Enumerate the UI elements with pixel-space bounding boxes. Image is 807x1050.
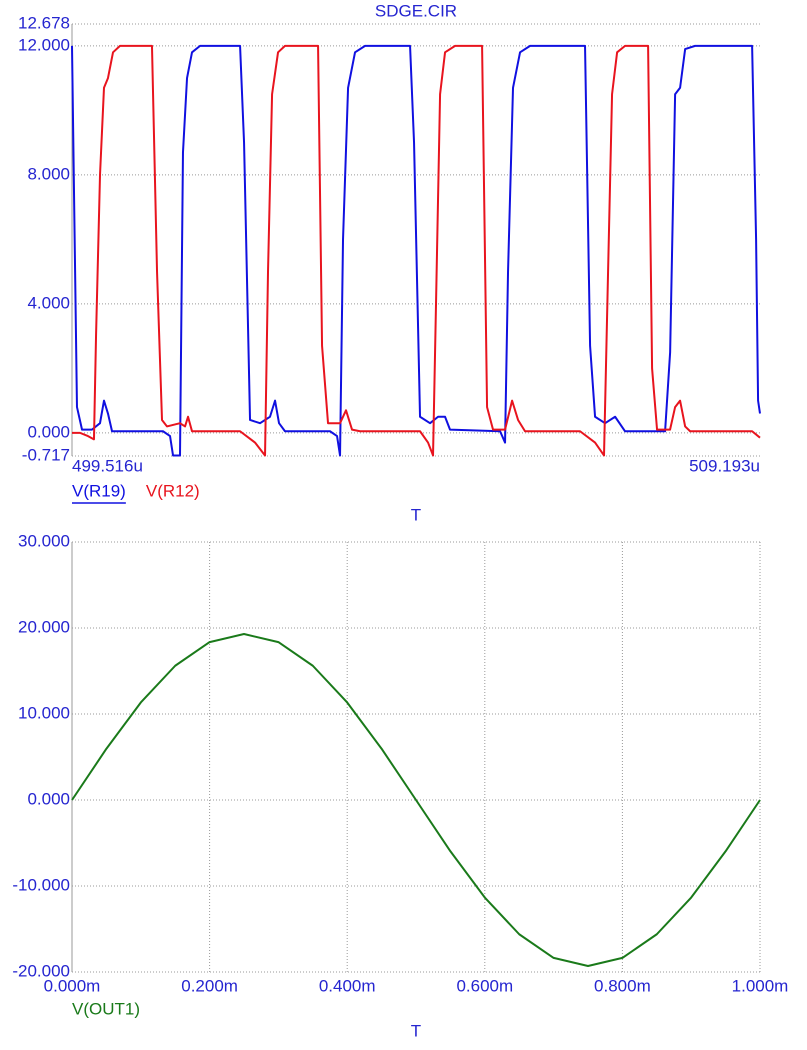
y-tick-label: 10.000: [18, 703, 70, 722]
legend-entry: V(OUT1): [72, 999, 140, 1018]
series-line: [71, 44, 761, 457]
x-tick-label: 1.000m: [732, 976, 789, 995]
series-line: [71, 633, 761, 967]
y-tick-label: 0.000: [27, 422, 70, 441]
chart-title: SDGE.CIR: [375, 1, 457, 20]
legend-entry: V(R19): [72, 481, 126, 500]
x-tick-label: 0.600m: [456, 976, 513, 995]
x-tick-label: 0.000m: [44, 976, 101, 995]
y-tick-label: -10.000: [12, 875, 70, 894]
x-tick-label: 509.193u: [689, 456, 760, 475]
y-tick-label: 12.678: [18, 13, 70, 32]
x-axis-label: T: [411, 1021, 421, 1040]
x-tick-label: 0.200m: [181, 976, 238, 995]
legend-entry: V(R12): [146, 481, 200, 500]
x-tick-label: 499.516u: [72, 456, 143, 475]
y-tick-label: 8.000: [27, 164, 70, 183]
y-tick-label: 12.000: [18, 35, 70, 54]
x-tick-label: 0.800m: [594, 976, 651, 995]
y-tick-label: 30.000: [18, 531, 70, 550]
x-tick-label: 0.400m: [319, 976, 376, 995]
y-tick-label: 20.000: [18, 617, 70, 636]
x-axis-label: T: [411, 505, 421, 524]
series-line: [72, 44, 761, 457]
y-tick-label: 0.000: [27, 789, 70, 808]
y-tick-label: -20.000: [12, 961, 70, 980]
y-tick-label: 4.000: [27, 293, 70, 312]
y-tick-label: -0.717: [22, 445, 70, 464]
